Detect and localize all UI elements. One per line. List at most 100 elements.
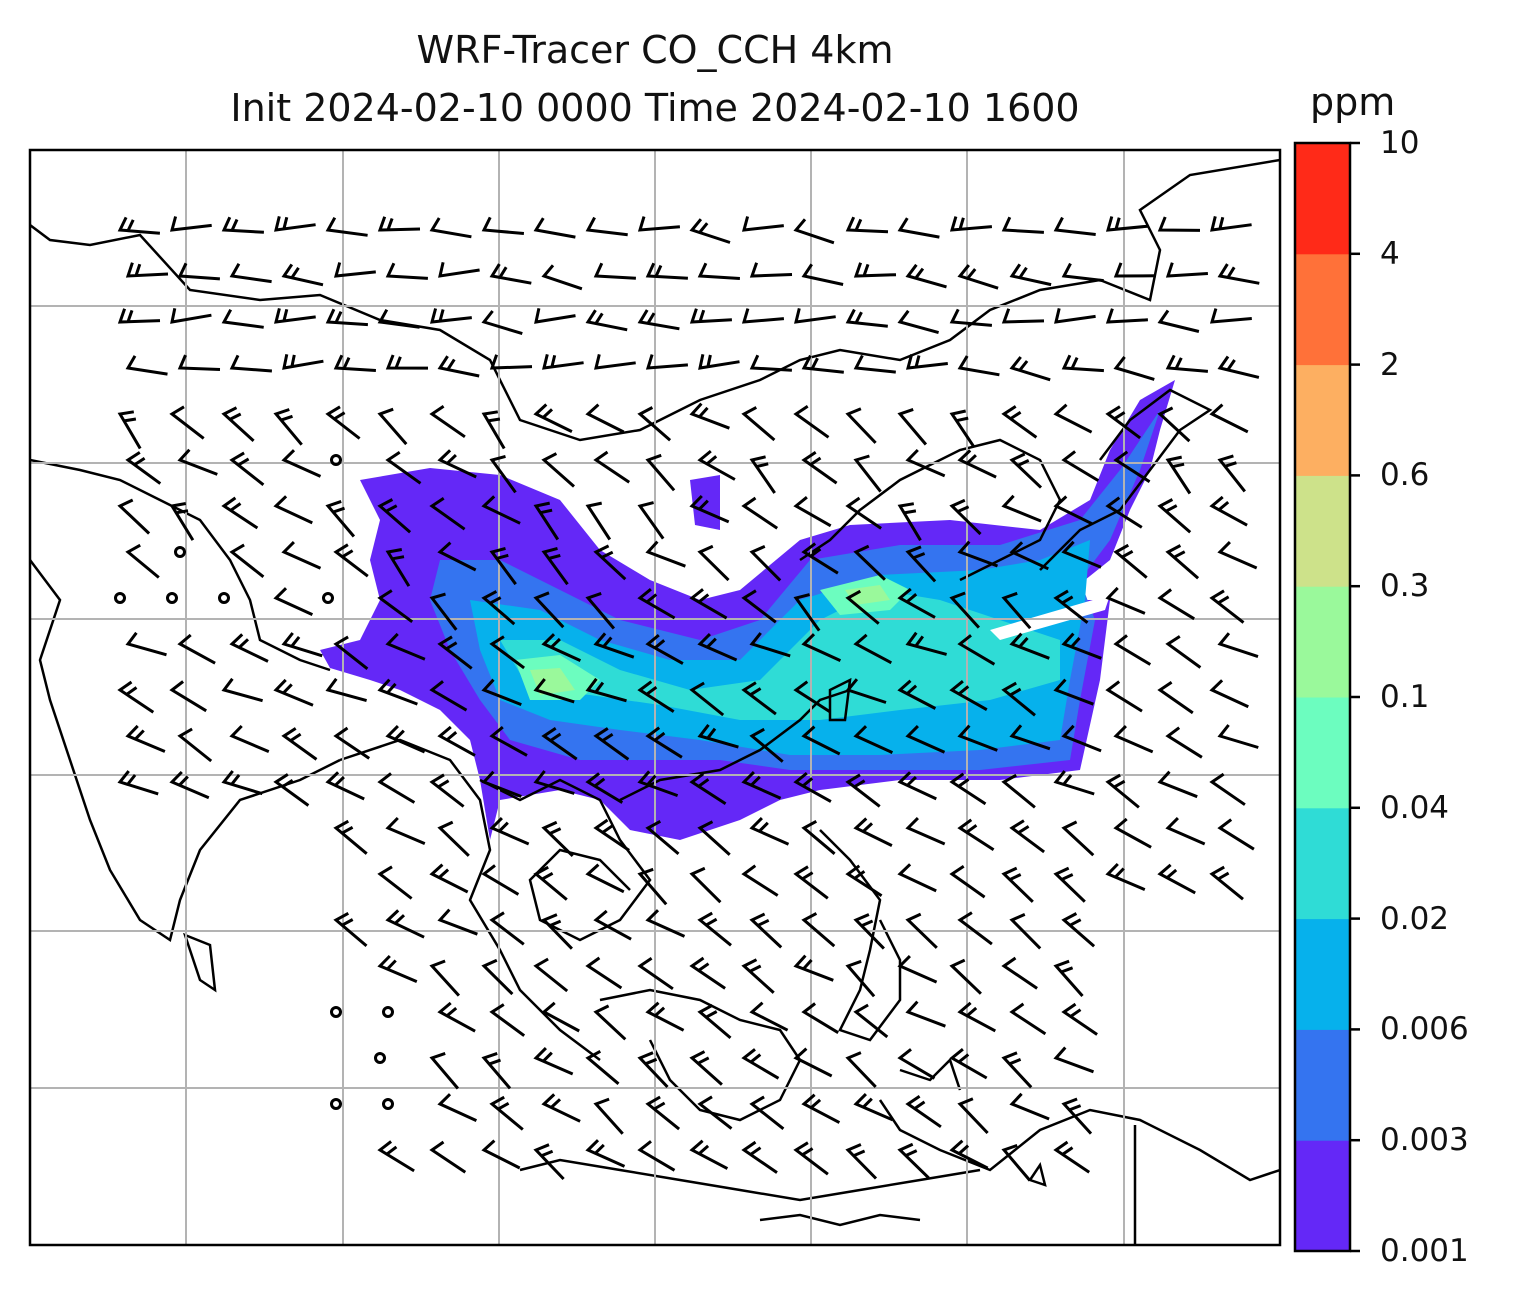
wind-barb [1217, 632, 1259, 659]
wind-barb [385, 354, 429, 370]
wind-barb [853, 354, 896, 374]
wind-barb [845, 216, 889, 234]
wind-barb [325, 677, 367, 703]
wind-barb [1165, 726, 1203, 759]
wind-barb [481, 410, 506, 450]
wind-barb [741, 406, 776, 442]
wind-barb [741, 1140, 778, 1174]
wind-barb [749, 727, 784, 763]
wind-barb [1105, 308, 1148, 324]
wind-barb [645, 1001, 685, 1032]
wind-barb [429, 1140, 467, 1174]
wind-barb [793, 680, 831, 713]
wind-barb [1053, 495, 1093, 526]
wind-barb [585, 216, 628, 237]
wind-barb [385, 632, 426, 661]
wind-barb [1001, 866, 1034, 903]
wind-barb [897, 502, 922, 542]
wind-barb [1113, 817, 1152, 849]
wind-barb [957, 1001, 997, 1033]
wind-barb [221, 496, 259, 530]
calm-wind-marker [114, 592, 126, 604]
wind-barb [385, 725, 426, 754]
wind-barb [169, 770, 210, 800]
wind-barb [333, 262, 376, 278]
wind-barb [1009, 452, 1043, 489]
wind-barb [221, 406, 255, 443]
wind-barb [489, 911, 525, 946]
wind-barb [541, 820, 574, 857]
wind-barb [793, 405, 830, 439]
wind-barb [541, 727, 578, 761]
calm-wind-marker [174, 546, 186, 558]
wind-barb [325, 216, 368, 237]
wind-barb [429, 404, 466, 439]
wind-barb [1053, 959, 1084, 997]
wind-barb [697, 544, 730, 582]
wind-barb [541, 1093, 581, 1123]
wind-barb [905, 725, 946, 754]
wind-barb [905, 912, 938, 949]
colorbar-tick-label: 2 [1380, 346, 1400, 383]
colorbar-tick-label: 10 [1380, 125, 1420, 161]
wind-barb [1157, 406, 1191, 443]
wind-barb [541, 913, 573, 950]
wind-barb [897, 309, 939, 335]
wind-barb [429, 680, 468, 712]
wind-barb [897, 1142, 930, 1179]
wind-barb [897, 679, 937, 710]
wind-barb [689, 956, 726, 990]
wind-barb [585, 677, 627, 703]
wind-barb [853, 544, 886, 581]
wind-barb [541, 1001, 580, 1033]
wind-barb [1209, 865, 1244, 901]
plume-level-6 [530, 668, 575, 695]
wind-barb [489, 1003, 526, 1037]
wind-barb [429, 308, 472, 324]
wind-barb [697, 1003, 732, 1040]
wind-barb [481, 1051, 512, 1090]
wind-barb [1009, 541, 1049, 571]
wind-barb [845, 1143, 878, 1180]
wind-barb [905, 1094, 942, 1129]
wind-barb [593, 632, 635, 659]
wind-barb [594, 354, 636, 370]
wind-barb [1001, 956, 1038, 990]
calm-wind-marker [382, 1006, 394, 1018]
wind-barb [489, 546, 517, 586]
wind-barb [542, 354, 584, 370]
wind-barb [481, 864, 520, 896]
wind-barb [481, 770, 522, 798]
wind-barb [1053, 589, 1089, 624]
wind-barb [1061, 450, 1100, 482]
wind-barb [1209, 403, 1249, 434]
wind-barb [793, 218, 835, 245]
wind-barb [533, 403, 573, 433]
wind-barb [749, 455, 776, 494]
colorbar-tick-label: 0.1 [1380, 679, 1430, 715]
wind-barb [1053, 403, 1093, 434]
wind-barb [281, 632, 323, 658]
colorbar-tick-label: 0.3 [1380, 568, 1430, 605]
wind-barb [377, 678, 418, 706]
wind-barb [1001, 216, 1044, 234]
wind-barb [1009, 1092, 1050, 1121]
wind-barb [117, 308, 161, 324]
wind-barb [273, 773, 310, 807]
wind-barb [1009, 819, 1045, 854]
wind-barb [585, 309, 628, 332]
wind-barb [489, 817, 530, 846]
wind-barb [689, 1050, 723, 1086]
wind-barb [749, 354, 792, 372]
wind-barb [845, 1051, 877, 1088]
wind-barb [853, 633, 893, 665]
wind-barb [949, 772, 987, 806]
wind-barb [593, 544, 627, 581]
calm-wind-marker [166, 592, 178, 604]
wind-barb [957, 1097, 989, 1135]
wind-barb [125, 451, 162, 485]
wind-barb [697, 633, 738, 662]
wind-barb [689, 494, 730, 524]
wind-barb [637, 956, 674, 991]
